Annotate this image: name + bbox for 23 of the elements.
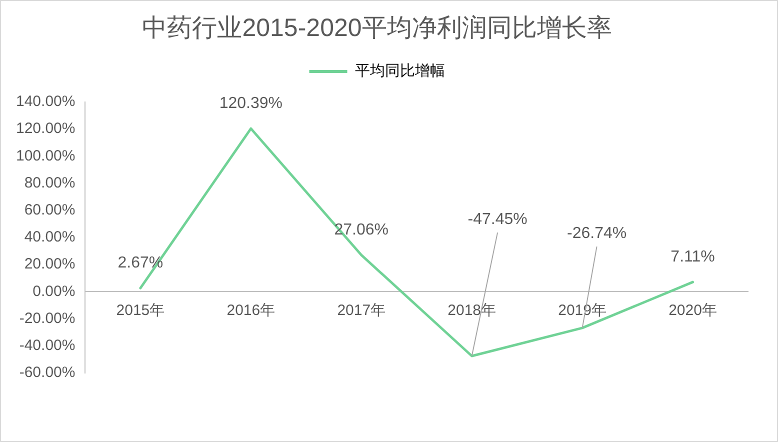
y-tick-label: 120.00% bbox=[16, 120, 76, 138]
data-label: -47.45% bbox=[468, 210, 528, 228]
x-tick-label: 2018年 bbox=[448, 302, 496, 319]
legend-label: 平均同比增幅 bbox=[354, 62, 445, 80]
x-tick-label: 2020年 bbox=[668, 302, 717, 319]
y-tick-label: 20.00% bbox=[24, 256, 76, 273]
y-tick-label: 0.00% bbox=[32, 282, 76, 300]
x-tick-label: 2016年 bbox=[226, 302, 276, 319]
chart-title: 中药行业2015-2020平均净利润同比增长率 bbox=[142, 14, 612, 42]
y-tick-label: 40.00% bbox=[24, 228, 76, 246]
data-label: -26.74% bbox=[567, 224, 627, 242]
data-label: 120.39% bbox=[219, 94, 282, 112]
data-label: 7.11% bbox=[670, 248, 715, 266]
y-tick-label: -60.00% bbox=[19, 364, 76, 382]
y-tick-label: -20.00% bbox=[19, 310, 76, 327]
x-tick-label: 2017年 bbox=[337, 302, 386, 319]
y-tick-label: 80.00% bbox=[24, 174, 76, 192]
y-tick-label: 60.00% bbox=[24, 202, 76, 219]
y-tick-label: 100.00% bbox=[16, 147, 76, 164]
x-tick-label: 2015年 bbox=[116, 302, 165, 319]
x-tick-label: 2019年 bbox=[558, 302, 606, 319]
y-tick-label: -40.00% bbox=[19, 337, 76, 354]
y-tick-label: 140.00% bbox=[16, 93, 76, 110]
